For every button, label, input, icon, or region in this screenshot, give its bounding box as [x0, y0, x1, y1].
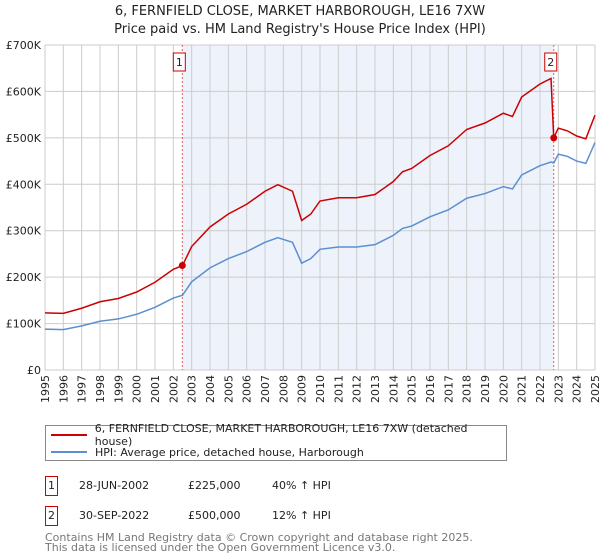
x-tick-label: 1999 [112, 375, 125, 403]
chart-title: 6, FERNFIELD CLOSE, MARKET HARBOROUGH, L… [114, 4, 486, 19]
sale-price: £500,000 [188, 509, 241, 522]
sale-annotation-box [172, 52, 186, 72]
x-tick-label: 2017 [442, 375, 455, 403]
legend-label-hpi: HPI: Average price, detached house, Harb… [95, 445, 364, 459]
hpi-line [44, 142, 596, 331]
x-tick-label: 1997 [76, 375, 89, 403]
x-tick-label: 2002 [167, 375, 180, 403]
legend-swatch-property [51, 434, 87, 436]
y-tick-label: £200K [6, 271, 42, 284]
chart-subtitle: Price paid vs. HM Land Registry's House … [114, 22, 486, 37]
x-tick-label: 2022 [534, 375, 547, 403]
y-tick-label: £300K [6, 225, 42, 238]
x-tick-label: 2024 [571, 375, 584, 403]
legend-swatch-hpi [51, 451, 87, 453]
x-tick-label: 2018 [461, 375, 474, 403]
x-tick-label: 2009 [296, 375, 309, 403]
property-price-line [44, 77, 596, 315]
x-tick-label: 2011 [332, 375, 345, 403]
legend: 6, FERNFIELD CLOSE, MARKET HARBOROUGH, L… [45, 422, 507, 461]
sale-delta: 40% ↑ HPI [272, 479, 331, 492]
sale-point [550, 134, 558, 142]
footer-copyright: Contains HM Land Registry data © Crown c… [45, 531, 473, 544]
x-tick-label: 2001 [149, 375, 162, 403]
y-tick-label: £700K [6, 39, 42, 52]
x-tick-label: 2015 [406, 375, 419, 403]
sale-date: 28-JUN-2002 [79, 479, 150, 492]
x-tick-label: 2023 [552, 375, 565, 403]
y-tick-label: £600K [6, 85, 42, 98]
y-tick-label: £100K [6, 318, 42, 331]
x-tick-label: 1995 [39, 375, 52, 403]
x-tick-label: 2016 [424, 375, 437, 403]
sale-point [178, 262, 186, 270]
y-tick-label: £0 [27, 364, 41, 377]
legend-label-property: 6, FERNFIELD CLOSE, MARKET HARBOROUGH, L… [94, 422, 468, 448]
x-tick-label: 2006 [241, 375, 254, 403]
x-tick-label: 1996 [57, 375, 70, 403]
sale-period-shade [182, 45, 554, 370]
sale-badge: 1 [45, 476, 58, 496]
y-tick-label: £400K [6, 178, 42, 191]
sale-price: £225,000 [188, 479, 241, 492]
sale-date: 30-SEP-2022 [79, 509, 150, 522]
sale-annotation-label: 2 [547, 56, 554, 69]
x-tick-label: 2010 [314, 375, 327, 403]
x-tick-label: 2004 [204, 375, 217, 403]
x-tick-label: 2007 [259, 375, 272, 403]
x-tick-label: 2025 [589, 375, 600, 403]
sale-delta: 12% ↑ HPI [272, 509, 331, 522]
x-tick-label: 2008 [277, 375, 290, 403]
sale-annotation-box [544, 52, 558, 72]
sale-badge: 2 [45, 506, 58, 526]
x-tick-label: 2014 [387, 375, 400, 403]
y-tick-label: £500K [6, 132, 42, 145]
x-tick-label: 2021 [516, 375, 529, 403]
x-tick-label: 2000 [131, 375, 144, 403]
x-tick-label: 2005 [222, 375, 235, 403]
footer-licence: This data is licensed under the Open Gov… [45, 541, 396, 554]
x-tick-label: 2019 [479, 375, 492, 403]
x-tick-label: 2012 [351, 375, 364, 403]
price-chart: 1995 1996 1997 1998 1999 2000 2001 2002 2003 2004… [6, 39, 600, 403]
sale-annotation-label: 1 [176, 56, 183, 69]
x-tick-label: 2003 [186, 375, 199, 403]
x-tick-label: 2020 [497, 375, 510, 403]
x-tick-label: 1998 [94, 375, 107, 403]
x-tick-label: 2013 [369, 375, 382, 403]
